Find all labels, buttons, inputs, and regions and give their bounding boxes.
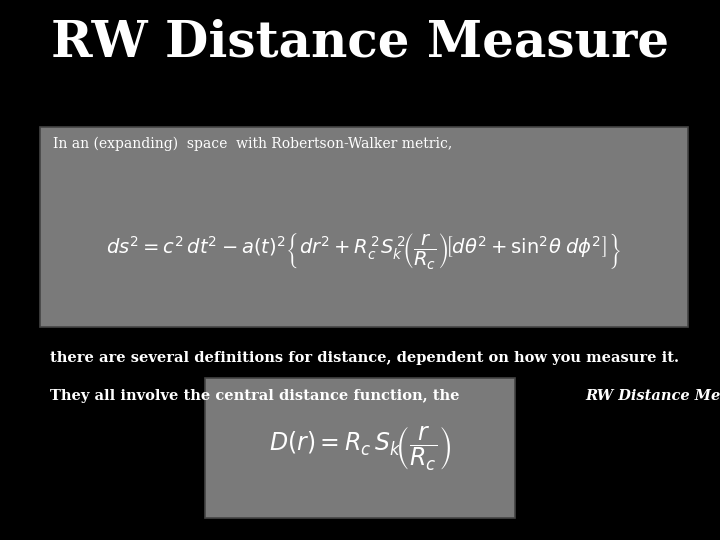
Text: there are several definitions for distance, dependent on how you measure it.: there are several definitions for distan… [50, 351, 680, 365]
Text: They all involve the central distance function, the: They all involve the central distance fu… [50, 389, 465, 403]
FancyBboxPatch shape [205, 378, 515, 518]
FancyBboxPatch shape [40, 127, 688, 327]
Text: $ds^2 = c^2\,dt^2 - a(t)^2\left\{ dr^2 + R_c^{\,2} S_k^{\,2}\!\left(\dfrac{r}{R_: $ds^2 = c^2\,dt^2 - a(t)^2\left\{ dr^2 +… [106, 231, 621, 271]
Text: $D(r) = R_c\, S_k\!\left(\dfrac{r}{R_c}\right)$: $D(r) = R_c\, S_k\!\left(\dfrac{r}{R_c}\… [269, 424, 451, 472]
Text: In an (expanding)  space  with Robertson-Walker metric,: In an (expanding) space with Robertson-W… [53, 137, 452, 151]
Text: RW Distance Measure: RW Distance Measure [585, 389, 720, 403]
Text: RW Distance Measure: RW Distance Measure [51, 19, 669, 68]
